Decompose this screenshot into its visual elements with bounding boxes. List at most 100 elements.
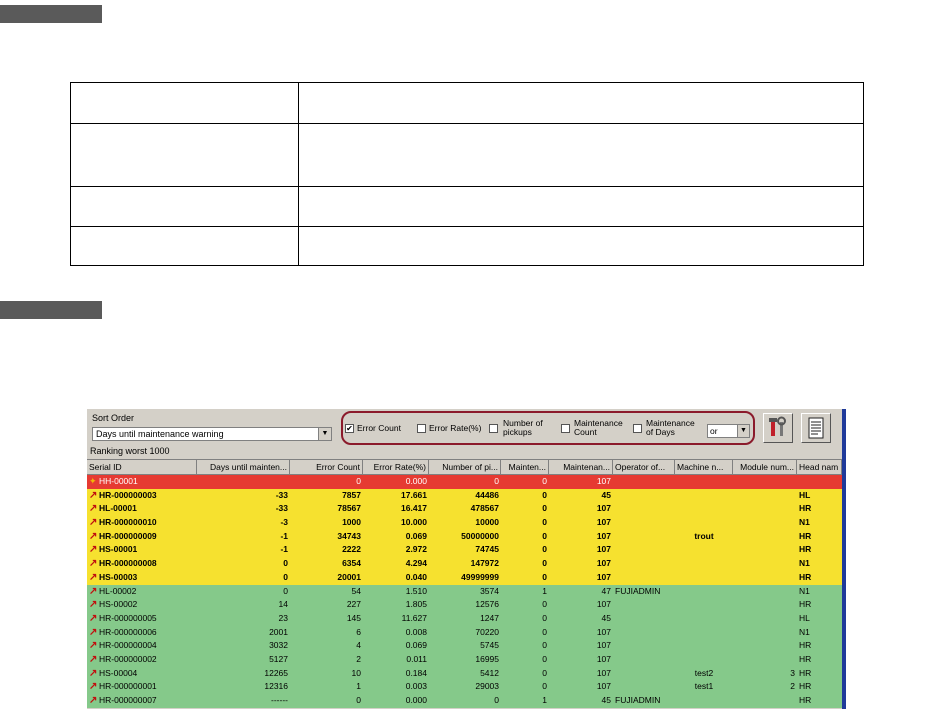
table-row[interactable]: ↗ HR-000000006 2001 6 0.008 70220 0 107 N1 bbox=[87, 625, 842, 640]
cell-number-of-pickups: 3574 bbox=[480, 585, 499, 596]
cell-maintenance-count: 0 bbox=[542, 599, 547, 610]
cell-error-count: 6354 bbox=[342, 558, 361, 569]
cell-head-name: HR bbox=[799, 695, 812, 705]
cell-number-of-pickups: 5745 bbox=[480, 640, 499, 651]
cell-maintenance-days: 45 bbox=[601, 612, 611, 623]
column-header-maintenance-count[interactable]: Mainten... bbox=[501, 460, 549, 474]
column-header-operator[interactable]: Operator of... bbox=[613, 460, 675, 474]
cell-module-number bbox=[733, 626, 797, 640]
column-header-days-until-maintenance[interactable]: Days until mainten... bbox=[197, 460, 290, 474]
cell-error-count: 0 bbox=[356, 476, 361, 486]
cell-machine-name bbox=[675, 489, 733, 503]
column-header-maintenance-days[interactable]: Maintenan... bbox=[549, 460, 613, 474]
serial-id-text: HR-000000006 bbox=[99, 626, 157, 637]
report-button[interactable] bbox=[801, 413, 831, 443]
table-row[interactable]: ↗ HR-000000003 -33 7857 17.661 44486 0 45 HL bbox=[87, 488, 842, 503]
table-row[interactable]: ↗ HS-00003 0 20001 0.040 49999999 0 107 HR bbox=[87, 570, 842, 585]
cell-module-number bbox=[733, 543, 797, 557]
cell-days-until-maintenance: -3 bbox=[280, 517, 288, 528]
cell-error-rate: 0.184 bbox=[405, 667, 427, 678]
cell-maintenance-days: 107 bbox=[596, 558, 611, 569]
cell-module-number bbox=[733, 502, 797, 516]
cell-error-count: 6 bbox=[356, 626, 361, 637]
error-count-checkbox[interactable]: ✔ bbox=[345, 424, 354, 433]
column-header-head-name[interactable]: Head nam bbox=[797, 460, 842, 474]
column-header-serial-id[interactable]: Serial ID bbox=[87, 460, 197, 474]
table-row[interactable]: ↗ HR-000000005 23 145 11.627 1247 0 45 HL bbox=[87, 611, 842, 626]
cell-number-of-pickups: 10000 bbox=[475, 517, 499, 528]
filter-logic-value: or bbox=[710, 426, 718, 436]
cell-maintenance-days: 107 bbox=[596, 530, 611, 541]
pickups-checkbox[interactable] bbox=[489, 424, 498, 433]
cell-error-count: 227 bbox=[346, 599, 361, 610]
table-row[interactable]: ↗ HL-00002 0 54 1.510 3574 1 47 FUJIADMIN N1 bbox=[87, 584, 842, 599]
cell-serial-id: ↗ HR-000000005 bbox=[87, 612, 197, 626]
table-row[interactable]: ↗ HR-000000010 -3 1000 10.000 10000 0 107 N1 bbox=[87, 516, 842, 530]
cell-number-of-pickups: 147972 bbox=[470, 558, 499, 569]
cell-serial-id: ↗ HR-000000010 bbox=[87, 516, 197, 530]
cell-maintenance-days: 107 bbox=[596, 653, 611, 664]
sort-order-select[interactable]: Days until maintenance warning ▼ bbox=[92, 427, 332, 441]
cell-error-count: 1 bbox=[356, 681, 361, 692]
maintenance-days-label-line2: of Days bbox=[646, 427, 675, 437]
trend-arrow-icon: ↗ bbox=[89, 489, 98, 501]
table-row[interactable]: ↗ HL-00001 -33 78567 16.417 478567 0 107 HR bbox=[87, 502, 842, 517]
serial-id-text: HR-000000008 bbox=[99, 558, 157, 569]
column-divider bbox=[298, 83, 299, 265]
cell-maintenance-days: 107 bbox=[596, 667, 611, 678]
column-header-module-number[interactable]: Module num... bbox=[733, 460, 797, 474]
description-table bbox=[70, 82, 864, 266]
cell-error-rate: 0.069 bbox=[405, 640, 427, 651]
trend-arrow-icon: ↗ bbox=[89, 681, 98, 693]
column-header-error-count[interactable]: Error Count bbox=[290, 460, 363, 474]
chevron-down-icon[interactable]: ▼ bbox=[318, 428, 331, 440]
cell-days-until-maintenance: -1 bbox=[280, 530, 288, 541]
cell-head-name: HL bbox=[799, 612, 810, 623]
table-row[interactable]: ↗ HS-00002 14 227 1.805 12576 0 107 HR bbox=[87, 598, 842, 612]
cell-operator bbox=[613, 680, 675, 694]
table-row[interactable]: ↗ HS-00004 12265 10 0.184 5412 0 107 test2 3 HR bbox=[87, 666, 842, 681]
cell-head-name: HR bbox=[799, 503, 812, 514]
maintenance-days-checkbox[interactable] bbox=[633, 424, 642, 433]
cell-error-count: 78567 bbox=[337, 503, 361, 514]
cell-head-name: HR bbox=[799, 640, 812, 651]
error-rate-checkbox[interactable] bbox=[417, 424, 426, 433]
tools-button[interactable] bbox=[763, 413, 793, 443]
pickups-label-line1: Number of bbox=[503, 418, 543, 428]
trend-arrow-icon: ↗ bbox=[89, 585, 98, 597]
maintenance-count-checkbox[interactable] bbox=[561, 424, 570, 433]
cell-days-until-maintenance: 14 bbox=[278, 599, 288, 610]
cell-days-until-maintenance: -33 bbox=[275, 489, 288, 500]
cell-days-until-maintenance: 2001 bbox=[269, 626, 288, 637]
cell-head-name: HR bbox=[799, 667, 812, 678]
table-row[interactable]: ↗ HS-00001 -1 2222 2.972 74745 0 107 HR bbox=[87, 543, 842, 558]
cell-maintenance-days: 45 bbox=[601, 489, 611, 500]
cell-days-until-maintenance: -1 bbox=[280, 544, 288, 555]
table-row[interactable]: ↗ HR-000000001 12316 1 0.003 29003 0 107 test1 2 H… bbox=[87, 680, 842, 694]
cell-maintenance-count: 1 bbox=[542, 695, 547, 705]
cell-module-number bbox=[733, 598, 797, 612]
cell-serial-id: ↗ HS-00001 bbox=[87, 543, 197, 557]
cell-operator bbox=[613, 502, 675, 516]
table-row[interactable]: ↗ HR-000000002 5127 2 0.011 16995 0 107 HR bbox=[87, 652, 842, 667]
cell-error-count: 10 bbox=[351, 667, 361, 678]
cell-machine-name bbox=[675, 543, 733, 557]
cell-maintenance-count: 0 bbox=[542, 681, 547, 692]
cell-operator bbox=[613, 557, 675, 571]
cell-error-rate: 10.000 bbox=[401, 517, 427, 528]
table-row[interactable]: ↗ HR-000000007 ------ 0 0.000 0 1 45 FUJIADMIN HR bbox=[87, 694, 842, 708]
cell-maintenance-count: 0 bbox=[542, 571, 547, 582]
trend-arrow-icon: ↗ bbox=[89, 544, 98, 556]
cell-maintenance-count: 0 bbox=[542, 530, 547, 541]
column-header-error-rate[interactable]: Error Rate(%) bbox=[363, 460, 429, 474]
table-row[interactable]: ↗ HR-000000004 3032 4 0.069 5745 0 107 HR bbox=[87, 639, 842, 653]
cell-module-number bbox=[733, 639, 797, 653]
column-header-number-of-pickups[interactable]: Number of pi... bbox=[429, 460, 501, 474]
table-row[interactable]: ↗ HR-000000008 0 6354 4.294 147972 0 107 N1 bbox=[87, 557, 842, 571]
column-header-machine-name[interactable]: Machine n... bbox=[675, 460, 733, 474]
table-row[interactable]: ✦ HH-00001 0 0.000 0 0 107 bbox=[87, 475, 842, 489]
pickups-label-line2: pickups bbox=[503, 427, 532, 437]
chevron-down-icon[interactable]: ▼ bbox=[737, 425, 749, 437]
table-row[interactable]: ↗ HR-000000009 -1 34743 0.069 50000000 0 107 tro… bbox=[87, 529, 842, 544]
filter-logic-select[interactable]: or ▼ bbox=[707, 424, 750, 438]
